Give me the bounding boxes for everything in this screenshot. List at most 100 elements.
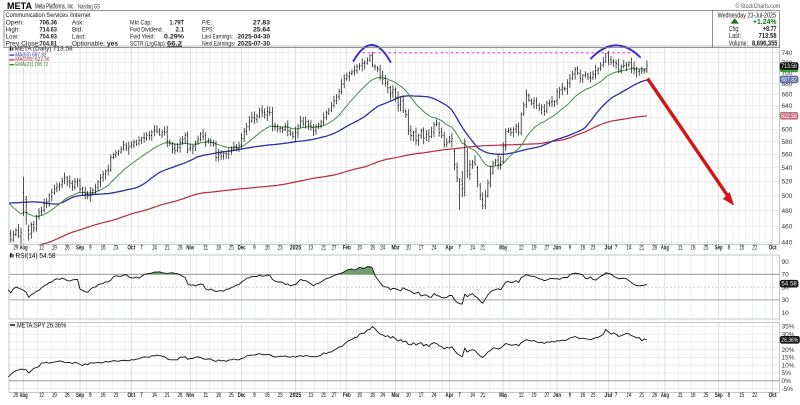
- svg-text:21: 21: [321, 392, 326, 399]
- svg-text:14: 14: [626, 392, 631, 399]
- svg-text:540: 540: [782, 165, 793, 172]
- svg-text:Aug: Aug: [20, 392, 28, 399]
- svg-text:Jul: Jul: [604, 245, 612, 252]
- svg-text:27.83: 27.83: [253, 19, 270, 26]
- svg-text:8,696,355: 8,696,355: [752, 40, 778, 47]
- svg-text:25: 25: [229, 245, 234, 252]
- svg-text:MA(50) 687.82: MA(50) 687.82: [15, 52, 46, 58]
- svg-text:10%: 10%: [782, 362, 795, 369]
- svg-text:META (Daily) 713.58: META (Daily) 713.58: [15, 45, 73, 52]
- svg-text:9: 9: [569, 245, 572, 252]
- svg-text:19: 19: [532, 392, 537, 399]
- svg-text:23: 23: [113, 245, 118, 252]
- svg-text:90: 90: [782, 259, 790, 266]
- svg-text:35%: 35%: [782, 324, 795, 331]
- svg-text:18: 18: [370, 245, 375, 252]
- svg-text:7: 7: [458, 392, 461, 399]
- svg-text:12: 12: [519, 245, 524, 252]
- svg-text:26.36%: 26.36%: [781, 337, 798, 344]
- svg-text:2025-04-30: 2025-04-30: [238, 33, 271, 40]
- svg-text:25: 25: [703, 245, 708, 252]
- svg-text:9: 9: [253, 245, 256, 252]
- svg-text:9: 9: [89, 392, 92, 399]
- svg-text:17: 17: [419, 392, 424, 399]
- svg-text:23: 23: [278, 392, 283, 399]
- svg-text:8: 8: [728, 392, 731, 399]
- svg-text:700: 700: [782, 70, 793, 77]
- svg-text:713.58: 713.58: [759, 33, 777, 40]
- svg-text:9: 9: [253, 392, 256, 399]
- svg-text:16: 16: [265, 392, 270, 399]
- svg-text:10: 10: [357, 392, 362, 399]
- svg-text:23: 23: [113, 392, 118, 399]
- svg-text:11: 11: [678, 392, 683, 399]
- svg-text:21: 21: [639, 245, 644, 252]
- svg-text:+1.24%: +1.24%: [753, 17, 777, 26]
- svg-text:15: 15: [739, 392, 744, 399]
- svg-text:25: 25: [703, 392, 708, 399]
- svg-text:440: 440: [782, 240, 793, 247]
- svg-text:21: 21: [480, 245, 485, 252]
- svg-text:MA(200) 622.56: MA(200) 622.56: [15, 57, 50, 63]
- svg-text:14: 14: [152, 245, 157, 252]
- svg-text:460: 460: [782, 223, 793, 230]
- svg-text:14: 14: [152, 392, 157, 399]
- svg-text:Oct: Oct: [769, 392, 778, 399]
- svg-text:Aug: Aug: [661, 245, 669, 252]
- svg-text:Sep: Sep: [715, 392, 723, 399]
- svg-text:9: 9: [89, 245, 92, 252]
- svg-text:8: 8: [728, 245, 731, 252]
- svg-text:7: 7: [140, 245, 143, 252]
- svg-text:Jun: Jun: [553, 392, 561, 399]
- svg-text:Oct: Oct: [127, 392, 136, 399]
- svg-text:2025-07-30: 2025-07-30: [238, 40, 271, 47]
- svg-text:RSI(14) 54.58: RSI(14) 54.58: [16, 253, 56, 260]
- svg-text:26: 26: [65, 392, 70, 399]
- svg-text:24: 24: [380, 245, 385, 252]
- svg-text:9: 9: [569, 392, 572, 399]
- svg-text:10: 10: [782, 310, 790, 317]
- svg-text:23: 23: [278, 245, 283, 252]
- svg-text:50: 50: [782, 284, 790, 291]
- svg-text:2025: 2025: [290, 245, 302, 252]
- svg-text:622.56: 622.56: [781, 113, 797, 120]
- svg-text:28: 28: [178, 245, 183, 252]
- svg-text:29: 29: [13, 245, 18, 252]
- svg-text:30: 30: [782, 297, 790, 304]
- svg-text:14: 14: [470, 392, 475, 399]
- svg-text:Wednesday 23-Jul-2025: Wednesday 23-Jul-2025: [718, 13, 777, 20]
- svg-text:-5%: -5%: [782, 386, 794, 393]
- svg-text:18: 18: [691, 392, 696, 399]
- svg-text:20%: 20%: [782, 347, 795, 354]
- svg-text:EPS:: EPS:: [202, 26, 214, 33]
- svg-text:16: 16: [580, 392, 585, 399]
- svg-text:660: 660: [782, 92, 793, 99]
- svg-text:12: 12: [39, 392, 44, 399]
- svg-text:54.58: 54.58: [781, 281, 797, 288]
- svg-text:11: 11: [203, 245, 208, 252]
- svg-text:29: 29: [13, 392, 18, 399]
- svg-text:Mar: Mar: [392, 392, 400, 399]
- svg-text:21: 21: [639, 392, 644, 399]
- svg-text:580: 580: [782, 139, 793, 146]
- svg-text:Dec: Dec: [238, 392, 246, 399]
- svg-text:7: 7: [615, 245, 618, 252]
- svg-text:18: 18: [370, 392, 375, 399]
- svg-text:21: 21: [321, 245, 326, 252]
- svg-text:7: 7: [615, 392, 618, 399]
- svg-text:0%: 0%: [782, 378, 792, 385]
- svg-text:740: 740: [782, 50, 793, 57]
- svg-text:Aug: Aug: [20, 245, 28, 252]
- svg-text:Fwd Yield:: Fwd Yield:: [130, 33, 155, 40]
- svg-text:24: 24: [431, 392, 436, 399]
- svg-text:Feb: Feb: [343, 392, 351, 399]
- svg-text:© StockCharts.com: © StockCharts.com: [736, 2, 781, 10]
- svg-text:Last:: Last:: [729, 33, 741, 40]
- svg-text:21: 21: [480, 392, 485, 399]
- svg-text:704.81: 704.81: [40, 40, 58, 47]
- svg-text:Fwd Dividend:: Fwd Dividend:: [130, 26, 163, 33]
- svg-text:Optionable:: Optionable:: [72, 40, 105, 47]
- svg-text:713.58: 713.58: [781, 63, 797, 70]
- svg-text:1.79T: 1.79T: [170, 19, 185, 26]
- svg-text:680: 680: [782, 81, 793, 88]
